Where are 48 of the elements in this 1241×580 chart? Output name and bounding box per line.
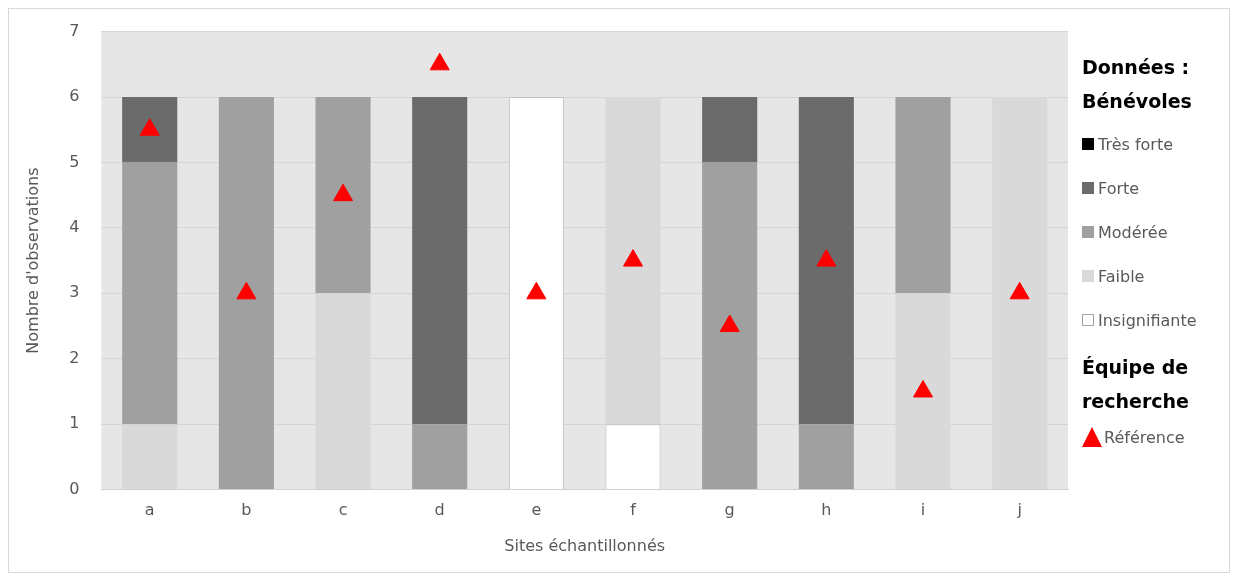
point — [236, 281, 257, 300]
y-tick-label: 1 — [69, 413, 80, 433]
y-tick-label: 6 — [69, 86, 80, 106]
point — [623, 249, 644, 267]
point — [333, 183, 354, 202]
bar — [895, 97, 951, 294]
legend-label: Faible — [1097, 265, 1146, 288]
point — [429, 52, 450, 71]
point — [1009, 281, 1030, 300]
y-tick-label: 4 — [69, 217, 80, 237]
y-tick-label: 7 — [69, 20, 80, 40]
bar — [798, 97, 854, 425]
bar — [122, 97, 178, 163]
x-tick-label: h — [821, 500, 832, 520]
x-tick-label: b — [241, 500, 252, 520]
point — [816, 249, 837, 267]
x-tick-label: j — [1016, 500, 1022, 520]
x-tick-label: i — [920, 500, 926, 520]
point — [526, 281, 547, 300]
text: Équipe de recherche — [1082, 355, 1190, 414]
legend-label: Forte — [1097, 177, 1141, 200]
legend-title: Données : Bénévoles — [1082, 55, 1193, 114]
bar — [315, 97, 371, 294]
x-axis-title: Sites échantillonnés — [504, 535, 666, 555]
point — [912, 379, 934, 398]
legend-label: Très forte — [1097, 133, 1175, 156]
bar — [702, 162, 758, 490]
point — [719, 314, 740, 333]
y-tick-label: 3 — [69, 282, 80, 302]
x-tick-label: d — [434, 500, 445, 520]
bar — [702, 97, 758, 163]
legend-label: Insignifiante — [1097, 309, 1198, 332]
x-tick-label: c — [338, 500, 348, 520]
x-tick-label: e — [531, 500, 542, 520]
bar — [218, 97, 274, 490]
x-tick-label: g — [724, 500, 735, 520]
y-axis-title: Nombre d'observations — [22, 167, 42, 354]
legend-label: Référence — [1103, 426, 1186, 449]
y-tick-label: 0 — [69, 478, 80, 498]
x-tick-label: f — [630, 500, 637, 520]
bar — [412, 97, 468, 425]
y-tick-label: 5 — [69, 151, 80, 171]
x-tick-label: a — [144, 500, 155, 520]
legend-label: Modérée — [1097, 221, 1169, 244]
bar — [412, 424, 468, 490]
bar — [122, 162, 178, 425]
y-tick-label: 2 — [69, 347, 80, 367]
bar — [798, 424, 854, 490]
